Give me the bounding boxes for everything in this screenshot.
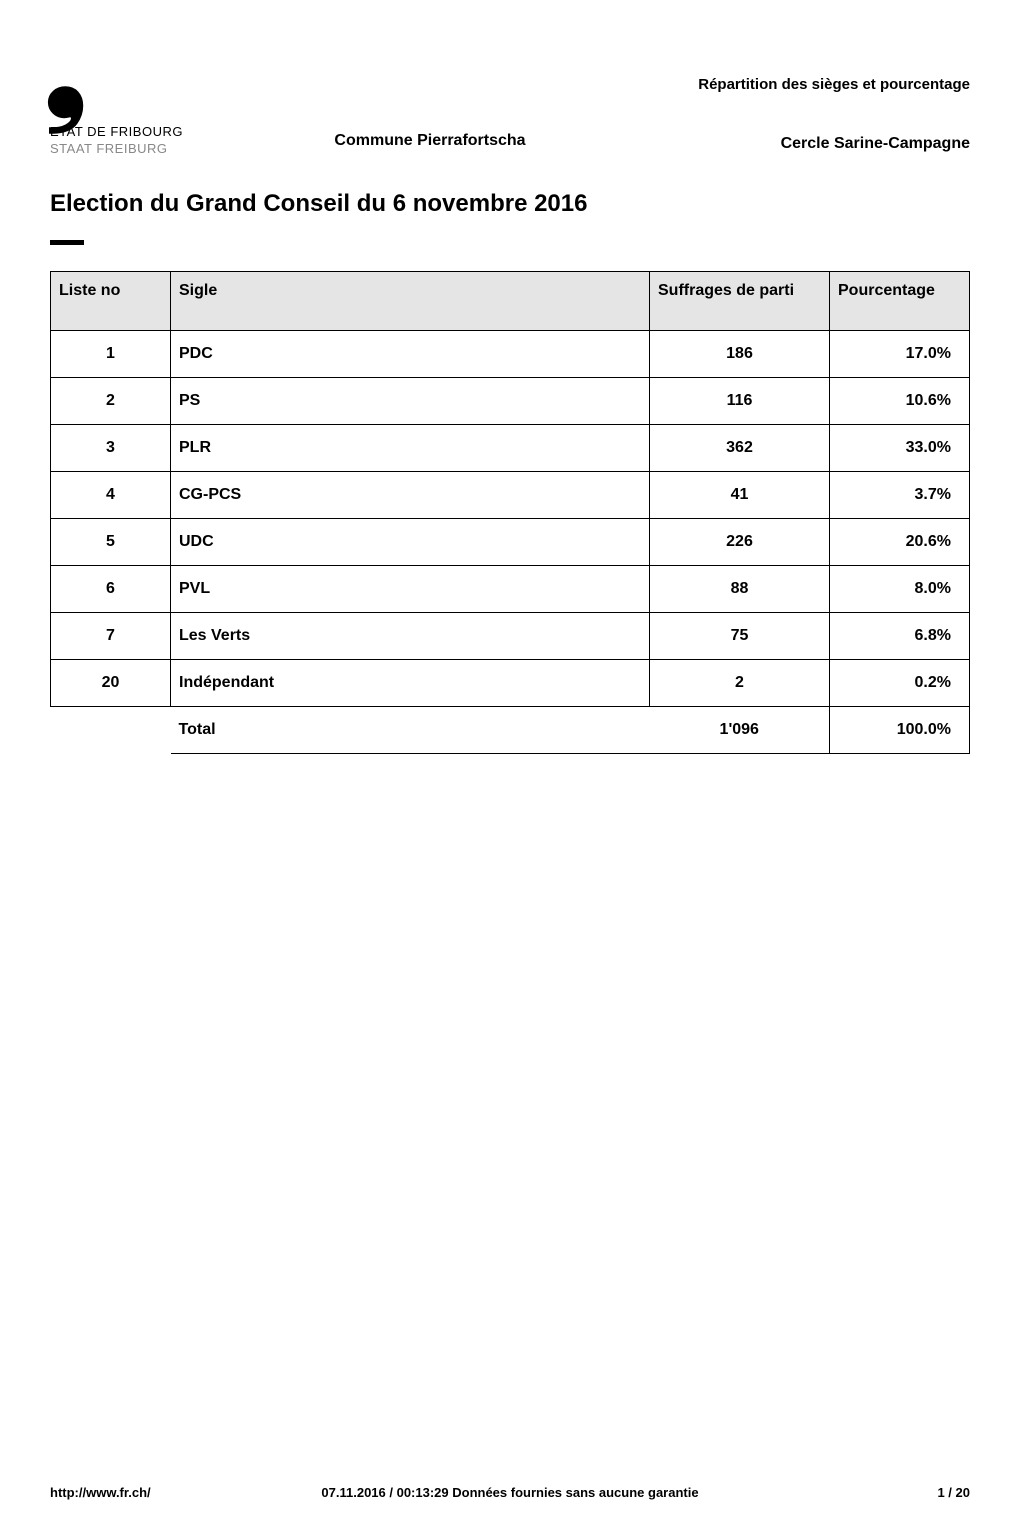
col-suffrages: Suffrages de parti [650,272,830,331]
results-table: Liste no Sigle Suffrages de parti Pource… [50,271,970,754]
document-header: ❟ ETAT DE FRIBOURG STAAT FREIBURG Commun… [50,40,970,156]
table-row: 6 PVL 88 8.0% [51,566,970,613]
cell-total-label: Total [171,707,650,754]
cell-pct: 0.2% [830,660,970,707]
cell-sigle: CG-PCS [171,472,650,519]
repartition-label: Répartition des sièges et pourcentage [670,76,970,93]
title-underline [50,240,84,245]
footer-timestamp: 07.11.2016 / 00:13:29 Données fournies s… [50,1485,970,1500]
cercle-label: Cercle Sarine-Campagne [670,135,970,153]
cell-suffrages: 186 [650,331,830,378]
cell-sigle: PDC [171,331,650,378]
logo-mark: ❟ [44,40,190,106]
col-sigle: Sigle [171,272,650,331]
page-title: Election du Grand Conseil du 6 novembre … [50,190,970,218]
cell-suffrages: 88 [650,566,830,613]
cell-pct: 8.0% [830,566,970,613]
page-total: 20 [956,1485,970,1500]
commune-label: Commune Pierrafortscha [190,132,670,150]
cell-liste-no: 1 [51,331,171,378]
cell-pct: 3.7% [830,472,970,519]
page-current: 1 [937,1485,944,1500]
table-row: 1 PDC 186 17.0% [51,331,970,378]
cell-suffrages: 75 [650,613,830,660]
cell-total-suffrages: 1'096 [650,707,830,754]
table-header-row: Liste no Sigle Suffrages de parti Pource… [51,272,970,331]
table-row: 4 CG-PCS 41 3.7% [51,472,970,519]
cell-sigle: PLR [171,425,650,472]
cell-empty [51,707,171,754]
logo-block: ❟ ETAT DE FRIBOURG STAAT FREIBURG [50,40,190,156]
header-right: Répartition des sièges et pourcentage Ce… [670,40,970,153]
cell-liste-no: 2 [51,378,171,425]
cell-sigle: Les Verts [171,613,650,660]
table-row: 7 Les Verts 75 6.8% [51,613,970,660]
table-row: 20 Indépendant 2 0.2% [51,660,970,707]
cell-pct: 17.0% [830,331,970,378]
table-row: 2 PS 116 10.6% [51,378,970,425]
logo-line-1: ETAT DE FRIBOURG [50,124,190,139]
cell-liste-no: 7 [51,613,171,660]
col-liste-no: Liste no [51,272,171,331]
cell-total-pct: 100.0% [830,707,970,754]
cell-suffrages: 226 [650,519,830,566]
page-sep: / [945,1485,956,1500]
page-footer: http://www.fr.ch/ 07.11.2016 / 00:13:29 … [50,1485,970,1500]
table-row: 5 UDC 226 20.6% [51,519,970,566]
cell-pct: 20.6% [830,519,970,566]
cell-sigle: PVL [171,566,650,613]
col-pourcentage: Pourcentage [830,272,970,331]
footer-pagination: 1 / 20 [937,1485,970,1500]
logo-line-2: STAAT FREIBURG [50,141,190,156]
cell-pct: 33.0% [830,425,970,472]
cell-suffrages: 2 [650,660,830,707]
table-row: 3 PLR 362 33.0% [51,425,970,472]
cell-pct: 10.6% [830,378,970,425]
cell-sigle: UDC [171,519,650,566]
cell-liste-no: 6 [51,566,171,613]
cell-suffrages: 362 [650,425,830,472]
cell-suffrages: 41 [650,472,830,519]
cell-sigle: Indépendant [171,660,650,707]
cell-liste-no: 3 [51,425,171,472]
cell-liste-no: 5 [51,519,171,566]
cell-sigle: PS [171,378,650,425]
cell-liste-no: 20 [51,660,171,707]
cell-liste-no: 4 [51,472,171,519]
table-total-row: Total 1'096 100.0% [51,707,970,754]
header-center: Commune Pierrafortscha [190,40,670,150]
cell-pct: 6.8% [830,613,970,660]
footer-url: http://www.fr.ch/ [50,1485,151,1500]
cell-suffrages: 116 [650,378,830,425]
